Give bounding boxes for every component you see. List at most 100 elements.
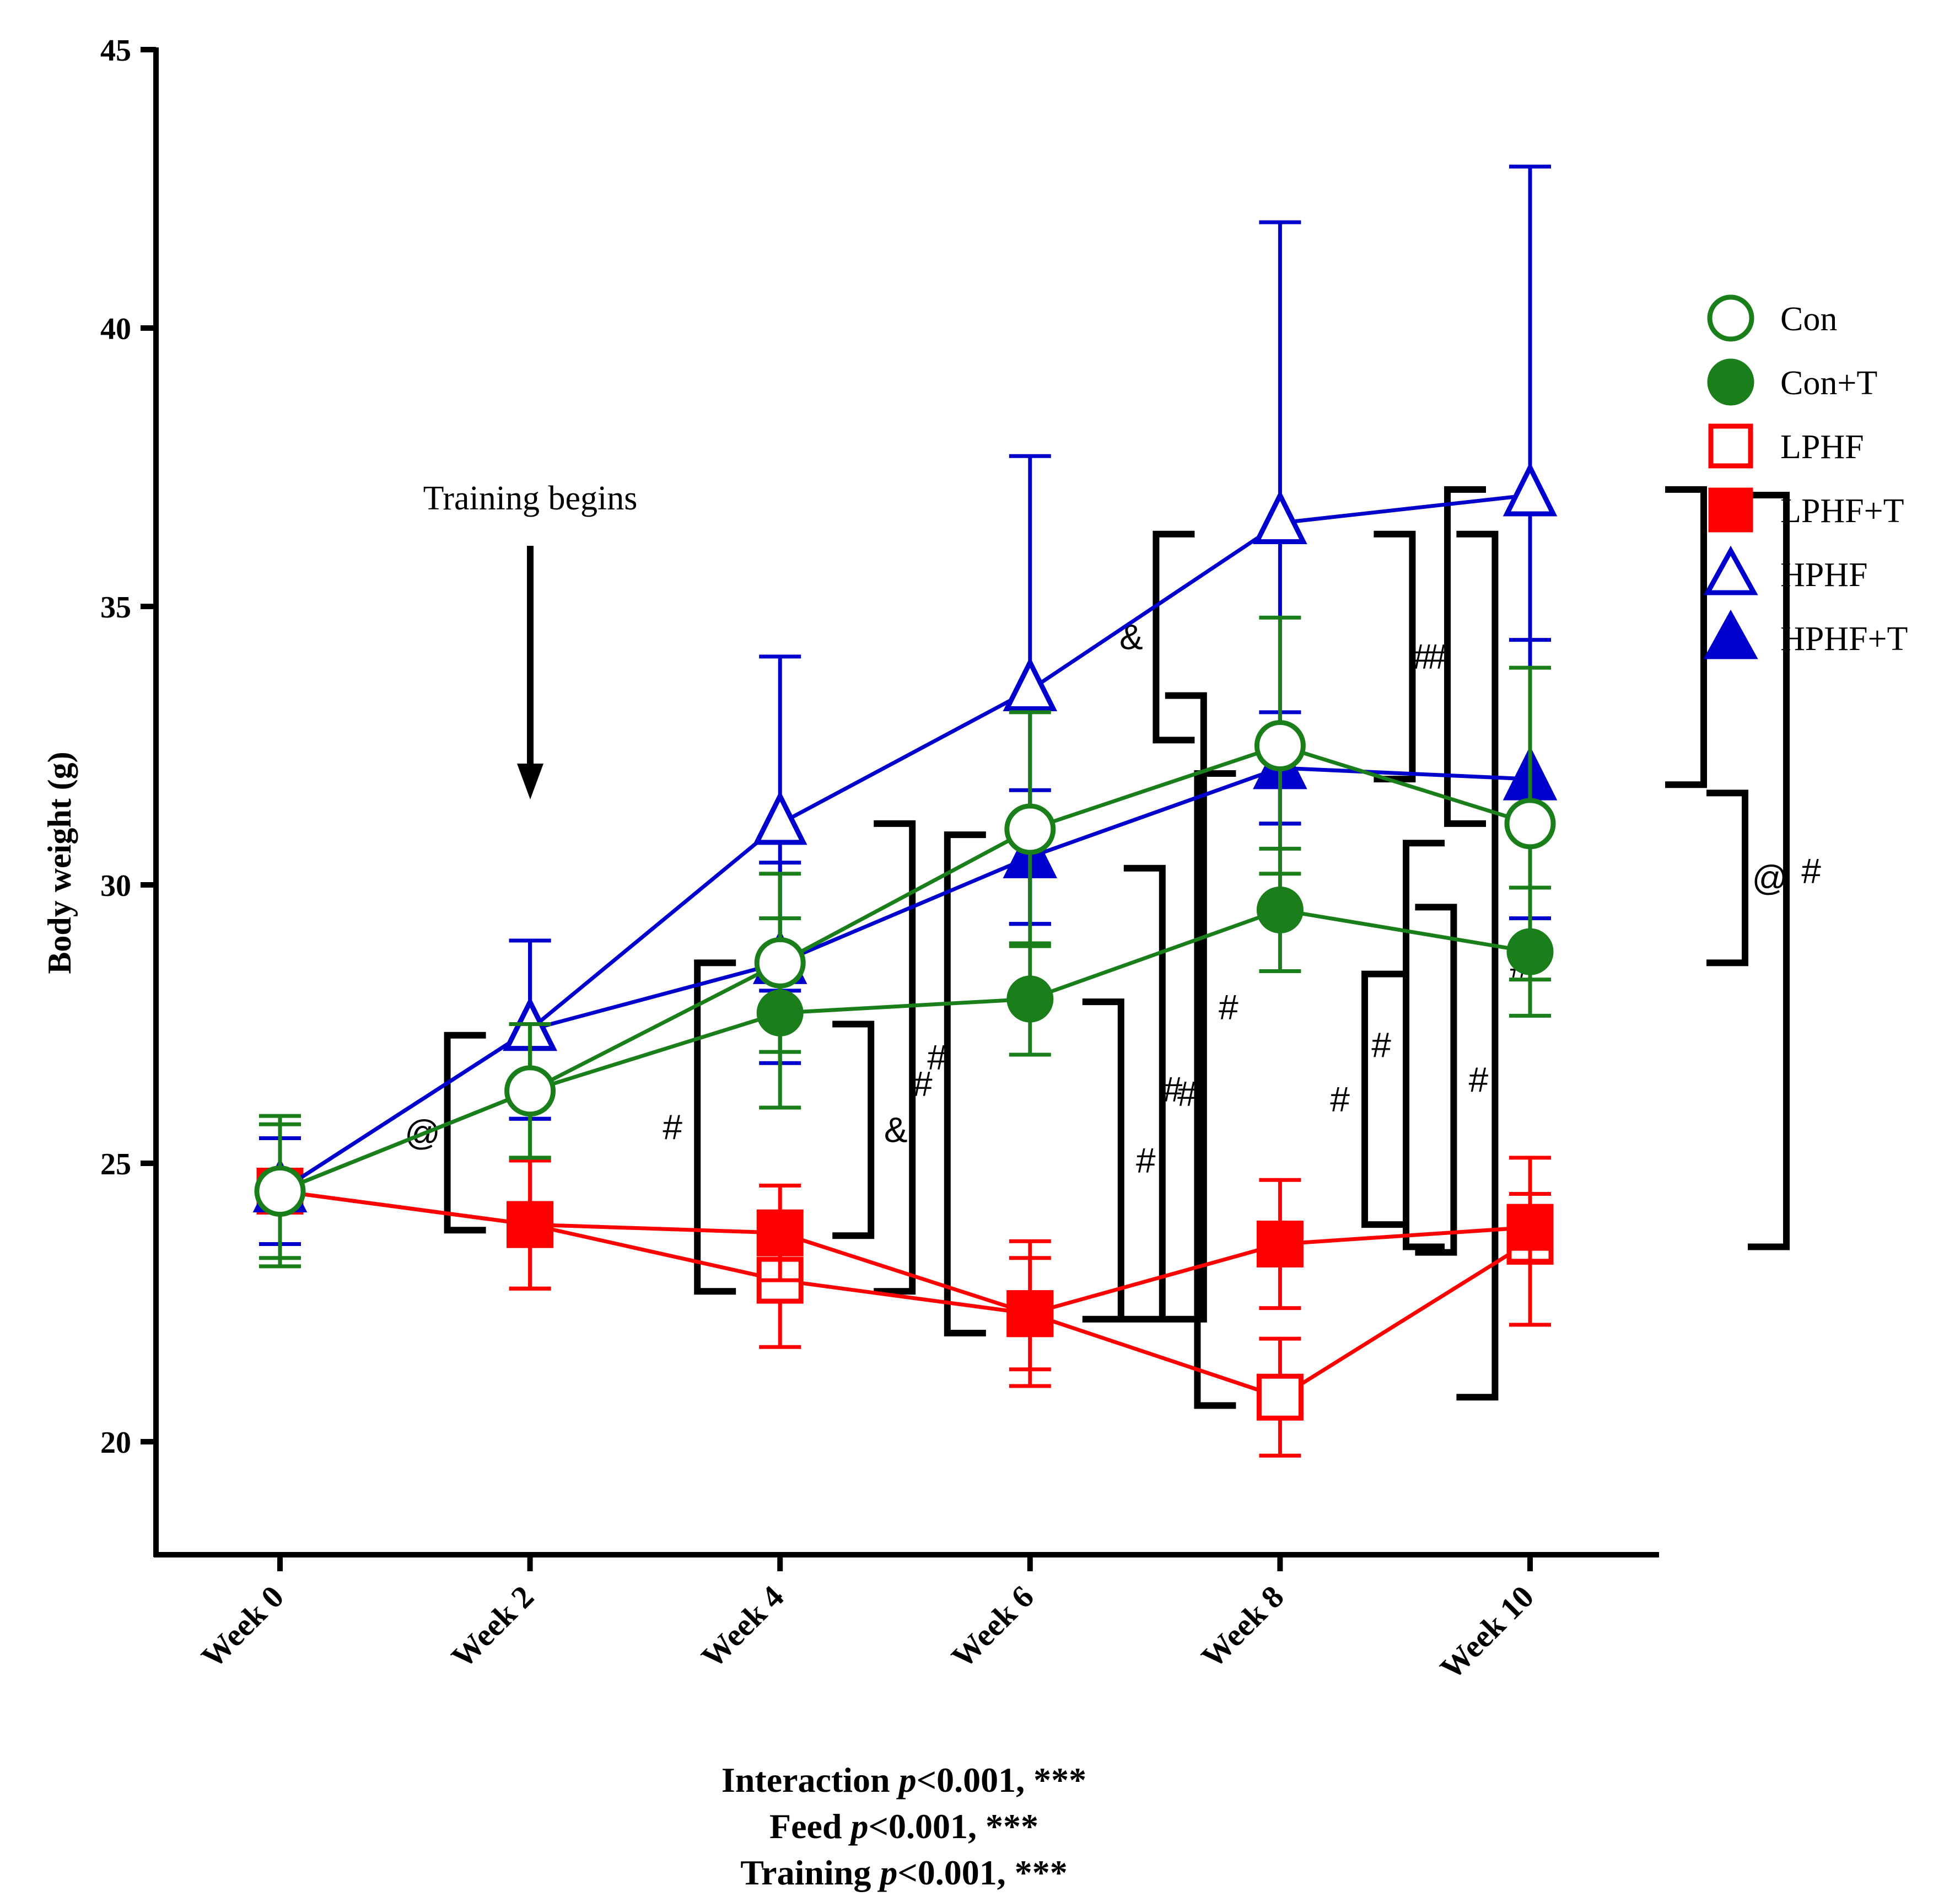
significance-mark: # [1413, 637, 1433, 676]
training-arrow [517, 546, 543, 799]
data-point [1256, 1220, 1304, 1267]
training-begins-label: Training begins [423, 480, 638, 517]
significance-mark: # [1801, 851, 1821, 891]
significance-bracket [1706, 789, 1748, 966]
series-line [279, 493, 1531, 1193]
significance-bracket [1374, 530, 1416, 783]
legend-item: LPHF+T [1708, 487, 1904, 533]
data-point [1503, 461, 1558, 517]
y-tick-label: 25 [100, 1147, 131, 1181]
data-point [1506, 1204, 1554, 1251]
data-point [754, 937, 806, 989]
significance-bracket [1123, 864, 1166, 1323]
significance-mark: # [1219, 987, 1239, 1027]
legend-item: HPHF [1703, 545, 1868, 595]
significance-mark: # [1428, 637, 1447, 676]
series-con [254, 615, 1556, 1269]
significance-mark: # [1177, 1074, 1197, 1114]
significance-mark: # [1136, 1141, 1156, 1180]
data-point [1254, 720, 1306, 771]
filled-triangle-icon [1703, 609, 1758, 659]
data-point [1256, 1373, 1304, 1421]
significance-bracket [1415, 904, 1457, 1256]
series-line [279, 1189, 1531, 1316]
significance-mark: @ [1752, 858, 1788, 898]
significance-bracket [1665, 486, 1707, 788]
filled-square-icon [1708, 487, 1753, 533]
series-hphf [252, 164, 1558, 1246]
y-tick-label: 20 [100, 1426, 131, 1460]
significance-annotations: @#&######&#######@# [405, 486, 1821, 1409]
data-point [1006, 975, 1054, 1023]
significance-bracket [1194, 770, 1236, 1409]
legend-label: LPHF+T [1780, 492, 1904, 530]
filled-circle-icon [1707, 358, 1754, 406]
series-lphf-plust [256, 1136, 1554, 1372]
series-hphf-plust [252, 638, 1558, 1246]
open-circle-icon [1707, 294, 1754, 342]
data-point [1256, 886, 1304, 933]
significance-bracket [1153, 530, 1195, 744]
significance-bracket [694, 959, 736, 1295]
legend-item: Con+T [1707, 358, 1877, 406]
legend-item: Con [1707, 294, 1837, 342]
data-point [504, 1065, 556, 1117]
open-triangle-icon [1703, 545, 1758, 595]
legend-label: Con [1780, 300, 1837, 338]
x-tick-label: Week 2 [444, 1578, 541, 1675]
significance-bracket [1748, 492, 1790, 1250]
axes: 20 25 30 35 40 45 Week 0 Week 2 Week 4 Week 6 Week… [100, 34, 1659, 1686]
significance-mark: # [1163, 1070, 1183, 1109]
stats-line: Feed p<0.001, *** [769, 1807, 1038, 1846]
significance-bracket [1082, 998, 1124, 1323]
significance-mark: & [884, 1110, 908, 1150]
series-lphf [256, 1136, 1554, 1458]
significance-mark: # [1371, 1025, 1391, 1065]
x-tick-label: Week 6 [944, 1578, 1041, 1675]
y-tick-label: 35 [100, 590, 131, 625]
y-tick-label: 40 [100, 312, 131, 346]
data-point [1004, 803, 1056, 855]
y-tick-label: 45 [100, 34, 131, 68]
significance-bracket [1403, 840, 1445, 1250]
significance-bracket [444, 1032, 486, 1234]
statistics-summary: Interaction p<0.001, *** Feed p<0.001, **… [721, 1760, 1086, 1892]
stats-line: Interaction p<0.001, *** [721, 1760, 1086, 1800]
legend-item: HPHF+T [1703, 609, 1908, 659]
y-tick-label: 30 [100, 869, 131, 903]
significance-mark: # [1469, 1060, 1489, 1100]
stats-line: Training p<0.001, *** [740, 1853, 1068, 1892]
significance-bracket [1456, 530, 1499, 1401]
series-line [279, 743, 1531, 1193]
legend: Con Con+T LPHF LPHF+T HPHF HPHF+T [1703, 294, 1908, 659]
data-point [752, 790, 807, 845]
legend-label: LPHF [1780, 428, 1864, 466]
significance-mark: # [1330, 1079, 1350, 1119]
significance-bracket [944, 831, 986, 1337]
data-point [756, 1209, 804, 1256]
x-tick-label: Week 10 [1433, 1578, 1541, 1686]
data-point [1253, 490, 1307, 544]
legend-item: LPHF [1708, 423, 1864, 469]
x-tick-label: Week 4 [694, 1578, 791, 1675]
x-tick-label: Week 0 [195, 1578, 291, 1675]
significance-bracket [874, 820, 916, 1295]
data-point [507, 1201, 554, 1248]
y-axis-title: Body weight (g) [41, 751, 78, 974]
significance-bracket [1165, 692, 1207, 1323]
data-point [254, 1165, 306, 1217]
significance-bracket [832, 1020, 875, 1239]
x-tick-label: Week 8 [1194, 1578, 1291, 1675]
significance-bracket [1444, 486, 1486, 827]
data-point [1504, 798, 1556, 850]
significance-bracket [1361, 970, 1403, 1228]
data-point [1003, 657, 1058, 711]
legend-label: HPHF [1780, 556, 1868, 594]
data-point [1006, 1290, 1054, 1338]
data-series [252, 164, 1558, 1458]
significance-mark: # [927, 1038, 947, 1077]
legend-label: HPHF+T [1780, 620, 1908, 658]
significance-mark: # [913, 1064, 933, 1104]
open-square-icon [1708, 423, 1753, 469]
